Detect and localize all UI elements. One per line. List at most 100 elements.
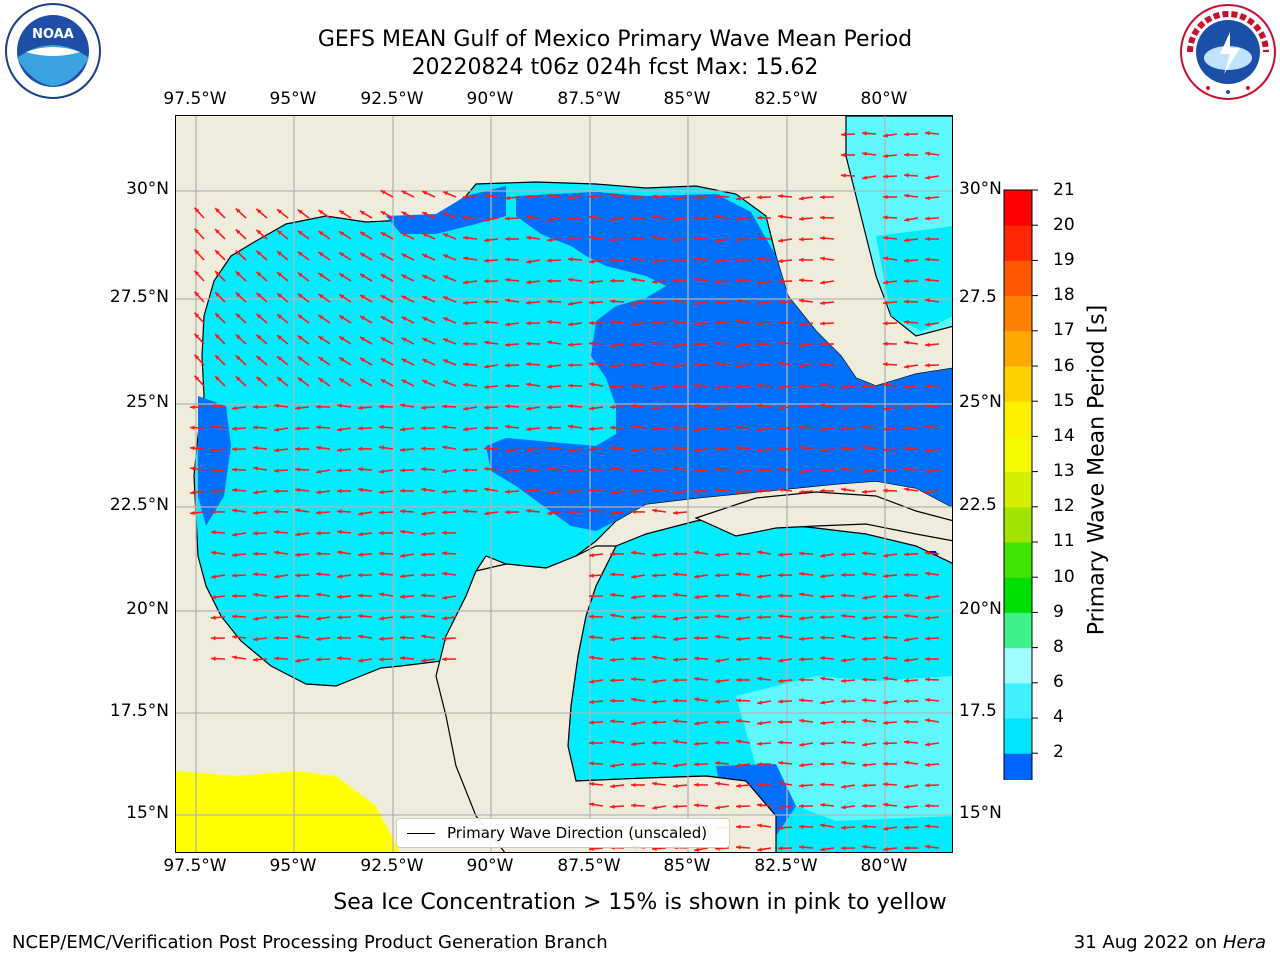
wave-vector-head [694, 236, 699, 241]
wave-vector-head [694, 615, 699, 620]
wave-vector-head [841, 405, 846, 410]
lat-label-right: 20°N [959, 599, 1002, 619]
wave-vector-head [862, 844, 867, 850]
wave-vector-head [232, 508, 237, 513]
colorbar-segment [1004, 401, 1032, 437]
wave-vector-head [400, 488, 405, 494]
wave-vector-head [631, 489, 636, 494]
wave-vector-head [757, 280, 763, 285]
wave-vector-head [652, 235, 657, 240]
wave-vector-head [484, 299, 489, 304]
wave-vector-head [631, 321, 636, 327]
wave-vector-head [235, 376, 241, 382]
wave-vector-head [925, 697, 930, 703]
wave-vector-head [380, 274, 386, 279]
wave-vector-head [274, 427, 280, 432]
wave-vector-head [925, 298, 930, 303]
wave-vector-head [422, 212, 428, 217]
wave-vector-head [757, 720, 762, 726]
wave-vector-head [799, 783, 804, 788]
wave-vector-head [547, 510, 552, 516]
wave-vector-head [526, 215, 531, 220]
wave-vector-head [799, 803, 804, 809]
wave-vector-head [631, 195, 636, 200]
wave-vector-head [841, 425, 846, 431]
wave-vector-head [547, 446, 552, 451]
wave-vector-head [862, 571, 867, 577]
wave-vector-head [862, 656, 867, 662]
wave-vector-head [883, 426, 888, 432]
lat-label-left: 30°N [126, 179, 169, 199]
wave-vector-head [925, 656, 930, 662]
wave-vector-head [380, 190, 386, 195]
wave-vector-head [232, 488, 237, 493]
wave-vector-head [442, 615, 447, 621]
wave-vector-head [589, 802, 594, 807]
wave-vector-head [422, 254, 428, 259]
wave-vector-head [505, 424, 510, 430]
wave-vector-head [736, 845, 741, 850]
wave-vector-head [631, 468, 636, 473]
wave-vector-head [443, 275, 449, 280]
wave-vector-head [339, 273, 345, 278]
wave-vector-head [401, 337, 407, 342]
lon-label-top: 85°W [663, 89, 711, 109]
wave-vector-head [673, 319, 678, 324]
wave-vector-head [757, 427, 762, 432]
wave-vector-head [401, 211, 407, 216]
wave-vector-head [215, 208, 220, 213]
wave-vector-head [925, 762, 930, 767]
wave-vector-head [358, 593, 363, 598]
wave-vector-head [463, 215, 468, 220]
wave-vector-head [589, 406, 594, 411]
wave-vector-head [715, 634, 720, 640]
wave-vector-head [799, 257, 804, 263]
wave-vector-head [253, 404, 258, 410]
map-svg [176, 116, 952, 852]
colorbar-tick-label: 8 [1053, 637, 1064, 657]
wave-vector-head [799, 616, 804, 621]
wave-vector-head [589, 488, 594, 493]
wave-vector-head [904, 678, 909, 683]
lat-label-left: 20°N [126, 599, 169, 619]
wave-vector-head [799, 657, 804, 662]
wave-vector-head [274, 635, 279, 641]
wave-vector-head [757, 635, 762, 641]
wave-vector-head [568, 321, 573, 327]
wave-vector-head [799, 718, 804, 724]
wave-vector-head [443, 296, 449, 301]
wave-vector-head [757, 594, 762, 599]
lat-label-left: 17.5°N [109, 701, 169, 721]
wave-vector-head [610, 363, 615, 369]
wave-vector-head [277, 209, 282, 214]
wave-vector-head [883, 341, 888, 347]
wave-vector-head [673, 343, 678, 348]
wave-vector-head [904, 698, 909, 704]
wave-vector-head [778, 760, 783, 766]
wave-vector-head [358, 552, 363, 557]
wave-vector-head [715, 320, 720, 325]
wave-vector-head [568, 509, 573, 515]
wave-vector-head [736, 592, 741, 597]
wave-vector-head [841, 804, 846, 810]
wave-vector-head [694, 403, 699, 409]
wave-vector-head [589, 320, 594, 326]
wave-vector-head [820, 362, 825, 367]
wave-vector-head [778, 467, 783, 472]
colorbar-tick-label: 4 [1053, 707, 1064, 727]
wave-vector-head [694, 847, 700, 852]
lon-label-bottom: 97.5°W [163, 856, 227, 876]
wave-vector-head [904, 278, 909, 284]
chart-title: GEFS MEAN Gulf of Mexico Primary Wave Me… [317, 27, 913, 52]
wave-vector-head [568, 424, 573, 429]
wave-vector-head [925, 342, 930, 347]
wave-vector-head [589, 720, 594, 725]
wave-vector-head [442, 424, 447, 430]
wave-vector-head [631, 656, 636, 661]
wave-vector-head [610, 384, 615, 389]
colorbar-segment [1004, 612, 1032, 649]
wave-vector-head [862, 803, 867, 809]
wave-vector-head [232, 552, 237, 558]
wave-vector-head [295, 552, 300, 557]
wave-vector-head [715, 719, 720, 725]
